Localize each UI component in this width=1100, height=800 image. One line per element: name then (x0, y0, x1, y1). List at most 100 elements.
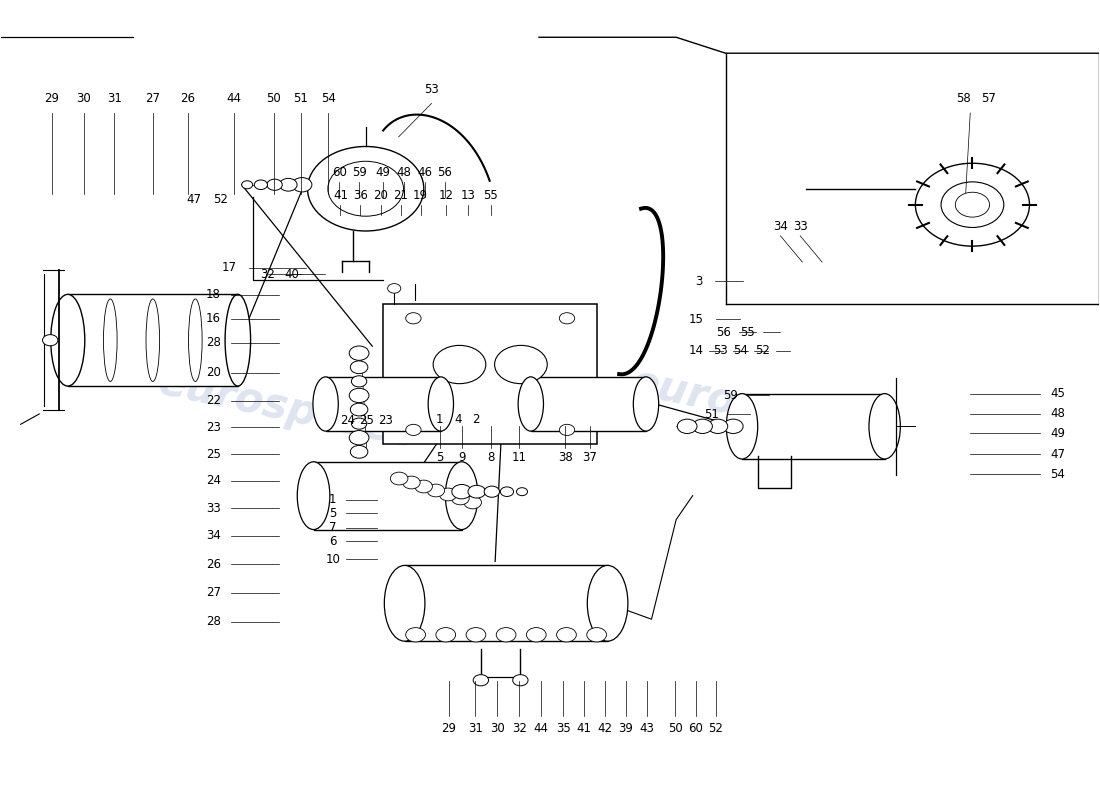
Bar (531, 377, 646, 431)
Circle shape (693, 419, 713, 434)
Text: 28: 28 (206, 615, 221, 628)
Ellipse shape (634, 377, 659, 431)
Circle shape (464, 496, 482, 509)
Bar (326, 377, 441, 431)
Circle shape (724, 419, 744, 434)
Circle shape (350, 361, 367, 374)
Text: 33: 33 (793, 220, 807, 233)
Text: 9: 9 (459, 451, 466, 464)
Text: 29: 29 (44, 92, 59, 105)
Circle shape (267, 179, 283, 190)
Text: 45: 45 (1050, 387, 1066, 400)
Circle shape (406, 313, 421, 324)
Text: 27: 27 (206, 586, 221, 599)
Text: 40: 40 (285, 267, 299, 281)
Text: 24: 24 (341, 414, 355, 427)
Circle shape (495, 346, 548, 384)
Text: 56: 56 (716, 326, 730, 338)
Text: 52: 52 (213, 194, 229, 206)
Text: 52: 52 (756, 344, 770, 357)
Ellipse shape (518, 377, 543, 431)
Bar (314, 462, 462, 530)
Text: 56: 56 (437, 166, 452, 179)
Circle shape (500, 487, 514, 497)
Circle shape (517, 488, 528, 496)
Text: 41: 41 (576, 722, 592, 735)
Circle shape (349, 388, 368, 402)
Circle shape (452, 492, 470, 505)
Text: 50: 50 (668, 722, 682, 735)
Text: 57: 57 (981, 92, 997, 105)
Text: eurospares: eurospares (627, 361, 893, 457)
Text: 59: 59 (724, 389, 738, 402)
Bar (383, 304, 597, 444)
Circle shape (406, 628, 426, 642)
Text: 1: 1 (329, 493, 337, 506)
Text: 44: 44 (227, 92, 242, 105)
Text: 58: 58 (956, 92, 971, 105)
Text: 42: 42 (597, 722, 613, 735)
Ellipse shape (869, 394, 900, 459)
Text: 35: 35 (556, 722, 571, 735)
Circle shape (557, 628, 576, 642)
Text: 34: 34 (206, 529, 221, 542)
Ellipse shape (312, 377, 339, 431)
Circle shape (513, 674, 528, 686)
Circle shape (433, 346, 486, 384)
Circle shape (915, 163, 1030, 246)
Ellipse shape (297, 462, 330, 530)
Text: 8: 8 (487, 451, 494, 464)
Text: 20: 20 (206, 366, 221, 379)
Text: 50: 50 (266, 92, 280, 105)
Text: 6: 6 (329, 534, 337, 548)
Text: 19: 19 (412, 189, 428, 202)
Circle shape (527, 628, 547, 642)
Text: 5: 5 (437, 451, 444, 464)
Text: 48: 48 (1050, 407, 1066, 420)
Text: 54: 54 (1050, 468, 1066, 481)
Text: 30: 30 (490, 722, 505, 735)
Text: 43: 43 (639, 722, 654, 735)
Text: 18: 18 (206, 288, 221, 302)
Circle shape (708, 419, 728, 434)
Circle shape (242, 181, 253, 189)
Text: 22: 22 (206, 394, 221, 407)
Circle shape (254, 180, 267, 190)
Circle shape (466, 628, 486, 642)
Ellipse shape (428, 377, 453, 431)
Text: 53: 53 (713, 344, 727, 357)
Text: 51: 51 (704, 408, 718, 421)
Text: 28: 28 (206, 336, 221, 349)
Circle shape (452, 485, 472, 499)
Ellipse shape (587, 566, 628, 641)
Text: 1: 1 (436, 413, 443, 426)
Circle shape (678, 419, 697, 434)
Bar (68, 294, 238, 386)
Text: 59: 59 (352, 166, 366, 179)
Text: 11: 11 (512, 451, 527, 464)
Text: 31: 31 (107, 92, 122, 105)
Text: 54: 54 (734, 344, 748, 357)
Circle shape (328, 162, 404, 216)
Text: 32: 32 (261, 267, 275, 281)
Text: 26: 26 (180, 92, 196, 105)
Circle shape (586, 628, 606, 642)
Circle shape (473, 674, 488, 686)
Text: 30: 30 (76, 92, 91, 105)
Ellipse shape (51, 294, 85, 386)
Text: 25: 25 (360, 414, 374, 427)
Circle shape (468, 486, 485, 498)
Circle shape (43, 334, 58, 346)
Text: 53: 53 (425, 82, 439, 95)
Text: 49: 49 (376, 166, 390, 179)
Circle shape (349, 430, 368, 445)
Text: 44: 44 (534, 722, 549, 735)
Ellipse shape (726, 394, 758, 459)
Circle shape (406, 424, 421, 435)
Text: 27: 27 (145, 92, 161, 105)
Text: 2: 2 (472, 413, 480, 426)
Circle shape (484, 486, 499, 498)
Text: 52: 52 (708, 722, 723, 735)
Text: 60: 60 (332, 166, 346, 179)
Text: 37: 37 (582, 451, 597, 464)
